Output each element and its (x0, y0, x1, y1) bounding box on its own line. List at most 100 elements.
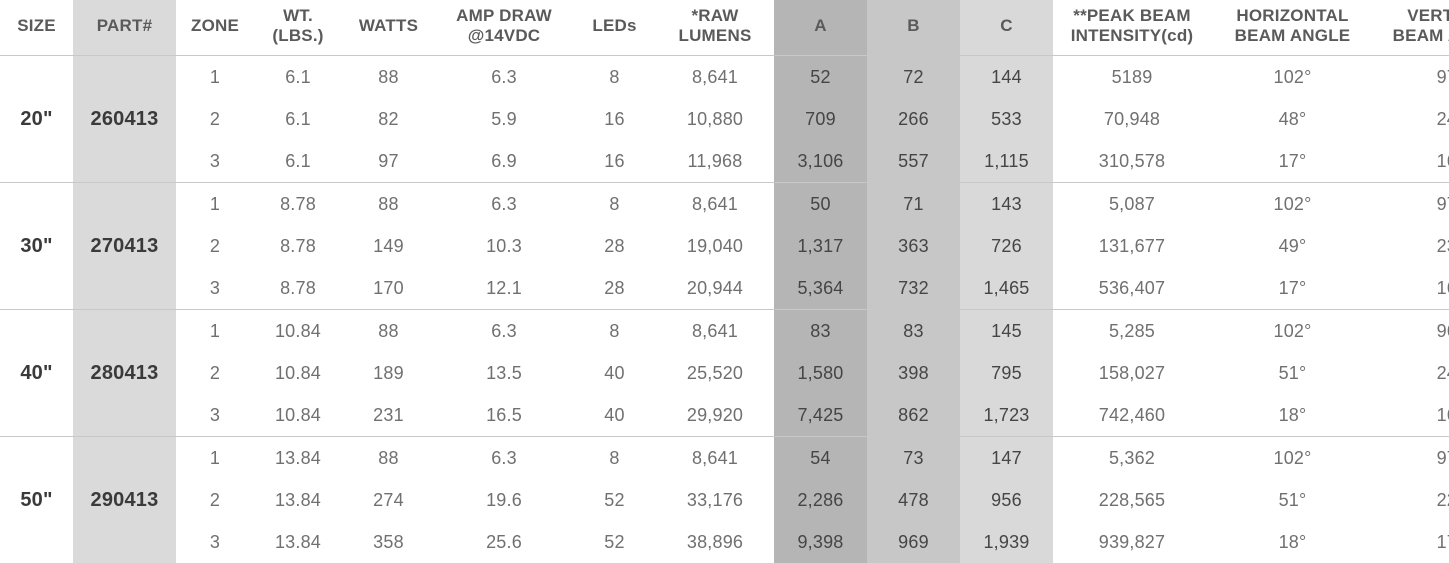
watts-cell: 88 (342, 183, 435, 226)
col-header-raw: *RAWLUMENS (656, 0, 774, 56)
watts-cell: 97 (342, 140, 435, 183)
size-cell: 30" (0, 183, 73, 310)
c-cell: 795 (960, 352, 1053, 394)
part-cell: 280413 (73, 310, 176, 437)
raw-cell: 11,968 (656, 140, 774, 183)
col-header-part: PART# (73, 0, 176, 56)
wt-cell: 8.78 (254, 267, 342, 310)
c-cell: 726 (960, 225, 1053, 267)
watts-cell: 82 (342, 98, 435, 140)
table-row: 50"290413113.84886.388,64154731475,36210… (0, 437, 1449, 480)
b-cell: 363 (867, 225, 960, 267)
c-cell: 1,939 (960, 521, 1053, 563)
wt-cell: 10.84 (254, 352, 342, 394)
table-row: 213.8427419.65233,1762,286478956228,5655… (0, 479, 1449, 521)
leds-cell: 8 (573, 56, 656, 99)
wt-cell: 10.84 (254, 310, 342, 353)
vba-cell: 17° (1374, 521, 1449, 563)
size-cell: 20" (0, 56, 73, 183)
table-header-row: SIZEPART#ZONEWT.(LBS.)WATTSAMP DRAW@14VD… (0, 0, 1449, 56)
vba-cell: 23° (1374, 225, 1449, 267)
table-row: 40"280413110.84886.388,64183831455,28510… (0, 310, 1449, 353)
watts-cell: 274 (342, 479, 435, 521)
col-header-peak: **PEAK BEAMINTENSITY(cd) (1053, 0, 1211, 56)
col-header-amp: AMP DRAW@14VDC (435, 0, 573, 56)
zone-cell: 1 (176, 310, 254, 353)
wt-cell: 6.1 (254, 98, 342, 140)
wt-cell: 10.84 (254, 394, 342, 437)
raw-cell: 33,176 (656, 479, 774, 521)
table-row: 313.8435825.65238,8969,3989691,939939,82… (0, 521, 1449, 563)
peak-cell: 5189 (1053, 56, 1211, 99)
watts-cell: 170 (342, 267, 435, 310)
raw-cell: 38,896 (656, 521, 774, 563)
c-cell: 1,115 (960, 140, 1053, 183)
a-cell: 7,425 (774, 394, 867, 437)
table-row: 30"27041318.78886.388,64150711435,087102… (0, 183, 1449, 226)
b-cell: 266 (867, 98, 960, 140)
c-cell: 533 (960, 98, 1053, 140)
vba-cell: 22° (1374, 479, 1449, 521)
zone-cell: 3 (176, 140, 254, 183)
amp-cell: 5.9 (435, 98, 573, 140)
peak-cell: 742,460 (1053, 394, 1211, 437)
zone-cell: 2 (176, 352, 254, 394)
size-cell: 40" (0, 310, 73, 437)
table-body: 20"26041316.1886.388,64152721445189102°9… (0, 56, 1449, 563)
col-header-b: B (867, 0, 960, 56)
spec-table: SIZEPART#ZONEWT.(LBS.)WATTSAMP DRAW@14VD… (0, 0, 1449, 563)
a-cell: 54 (774, 437, 867, 480)
c-cell: 1,465 (960, 267, 1053, 310)
a-cell: 83 (774, 310, 867, 353)
peak-cell: 5,362 (1053, 437, 1211, 480)
b-cell: 73 (867, 437, 960, 480)
leds-cell: 8 (573, 310, 656, 353)
raw-cell: 8,641 (656, 437, 774, 480)
hba-cell: 102° (1211, 56, 1374, 99)
amp-cell: 25.6 (435, 521, 573, 563)
wt-cell: 6.1 (254, 140, 342, 183)
vba-cell: 16° (1374, 140, 1449, 183)
leds-cell: 8 (573, 437, 656, 480)
wt-cell: 13.84 (254, 479, 342, 521)
amp-cell: 6.3 (435, 56, 573, 99)
amp-cell: 12.1 (435, 267, 573, 310)
a-cell: 5,364 (774, 267, 867, 310)
watts-cell: 231 (342, 394, 435, 437)
zone-cell: 1 (176, 437, 254, 480)
b-cell: 478 (867, 479, 960, 521)
watts-cell: 88 (342, 310, 435, 353)
peak-cell: 131,677 (1053, 225, 1211, 267)
amp-cell: 10.3 (435, 225, 573, 267)
raw-cell: 19,040 (656, 225, 774, 267)
b-cell: 398 (867, 352, 960, 394)
peak-cell: 310,578 (1053, 140, 1211, 183)
col-header-size: SIZE (0, 0, 73, 56)
amp-cell: 19.6 (435, 479, 573, 521)
a-cell: 2,286 (774, 479, 867, 521)
leds-cell: 28 (573, 267, 656, 310)
b-cell: 72 (867, 56, 960, 99)
col-header-hba: HORIZONTALBEAM ANGLE (1211, 0, 1374, 56)
peak-cell: 70,948 (1053, 98, 1211, 140)
zone-cell: 2 (176, 479, 254, 521)
a-cell: 1,580 (774, 352, 867, 394)
amp-cell: 6.9 (435, 140, 573, 183)
table-row: 20"26041316.1886.388,64152721445189102°9… (0, 56, 1449, 99)
peak-cell: 5,285 (1053, 310, 1211, 353)
table-row: 310.8423116.54029,9207,4258621,723742,46… (0, 394, 1449, 437)
hba-cell: 17° (1211, 140, 1374, 183)
raw-cell: 8,641 (656, 183, 774, 226)
leds-cell: 40 (573, 394, 656, 437)
size-cell: 50" (0, 437, 73, 563)
peak-cell: 228,565 (1053, 479, 1211, 521)
leds-cell: 40 (573, 352, 656, 394)
wt-cell: 13.84 (254, 437, 342, 480)
c-cell: 143 (960, 183, 1053, 226)
peak-cell: 939,827 (1053, 521, 1211, 563)
raw-cell: 8,641 (656, 310, 774, 353)
raw-cell: 8,641 (656, 56, 774, 99)
leds-cell: 28 (573, 225, 656, 267)
peak-cell: 5,087 (1053, 183, 1211, 226)
wt-cell: 13.84 (254, 521, 342, 563)
